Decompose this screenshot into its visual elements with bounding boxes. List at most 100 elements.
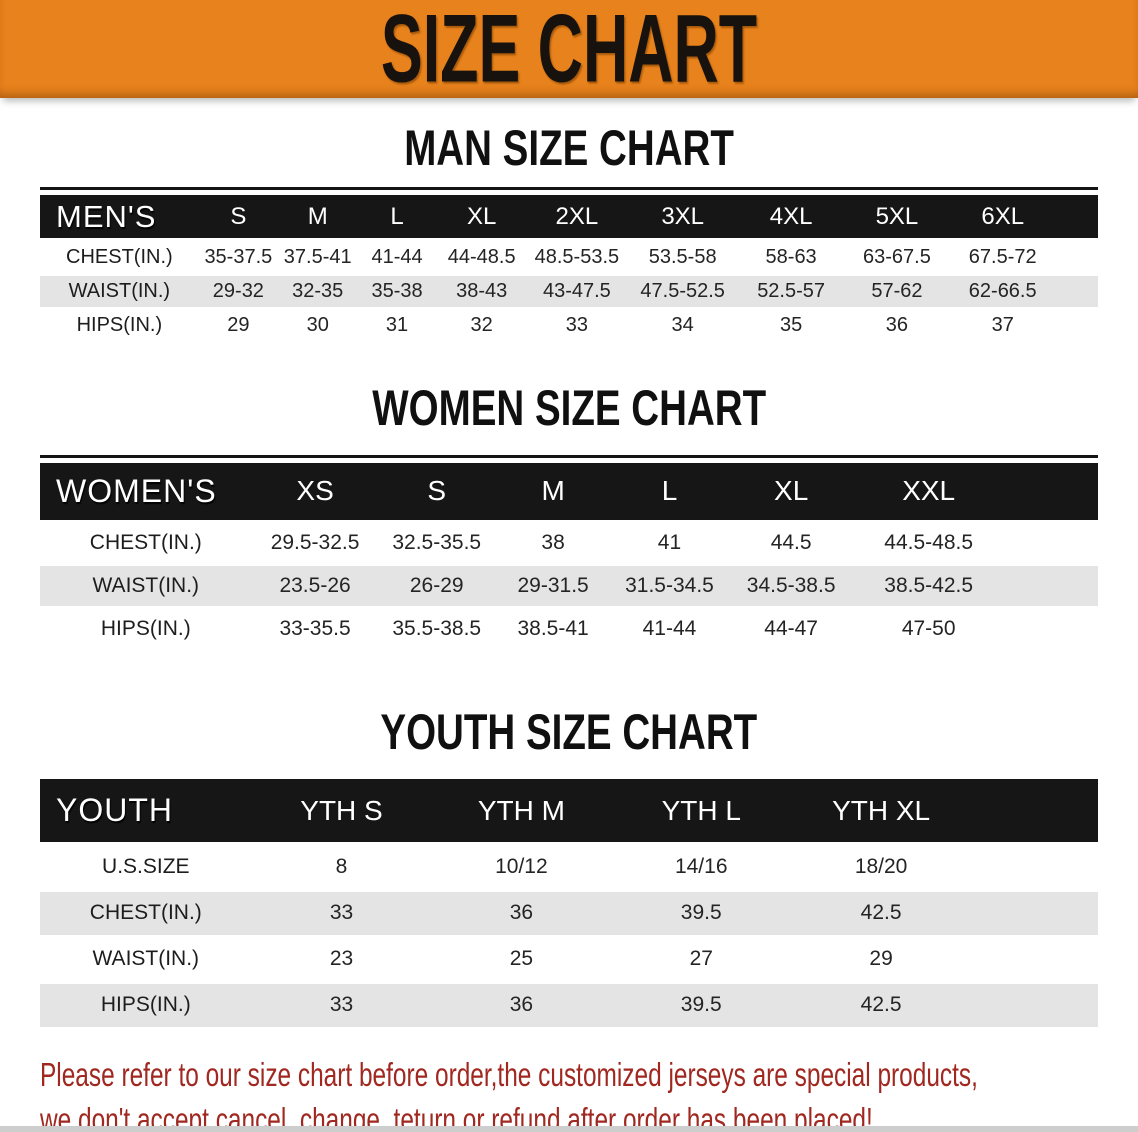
size-cell: 31.5-34.5 (611, 564, 728, 609)
size-cell: 35.5-38.5 (378, 607, 495, 652)
size-cell: 44.5 (727, 521, 855, 566)
size-cell: 37 (949, 308, 1056, 344)
size-cell: 38.5-41 (494, 607, 612, 652)
size-cell: 30 (278, 308, 358, 344)
size-cell: 41 (611, 521, 728, 566)
size-cell: 33 (526, 308, 628, 344)
size-cell: 62-66.5 (949, 274, 1056, 310)
column-header: L (611, 462, 728, 524)
column-header: XS (251, 462, 379, 524)
column-header: 2XL (526, 195, 628, 242)
men-section-title: MAN SIZE CHART (404, 119, 734, 176)
size-cell: 23 (251, 936, 432, 984)
table-row: CHEST(IN.) 35-37.5 37.5-41 41-44 44-48.5 48.5… (40, 240, 1098, 276)
men-size-table: MEN'S S M L XL 2XL 3XL 4XL 5XL 6XL CHEST(IN.) 35-37… (40, 187, 1098, 344)
row-label: CHEST(IN.) (40, 521, 252, 566)
size-cell: 14/16 (611, 844, 792, 892)
table-row: U.S.SIZE 8 10/12 14/16 18/20 (40, 844, 1098, 892)
row-label: CHEST(IN.) (40, 890, 252, 938)
size-cell: 32.5-35.5 (378, 521, 495, 566)
column-header: 5XL (844, 195, 950, 242)
size-chart-banner: SIZE CHART (0, 0, 1138, 98)
size-cell: 63-67.5 (844, 240, 950, 276)
size-cell: 8 (251, 844, 432, 892)
disclaimer-text: Please refer to our size chart before or… (40, 1052, 1138, 1132)
size-cell: 47.5-52.5 (627, 274, 739, 310)
row-label: WAIST(IN.) (40, 274, 199, 310)
size-cell: 44-48.5 (436, 240, 527, 276)
column-header: YTH L (611, 779, 792, 846)
table-header-row: MEN'S S M L XL 2XL 3XL 4XL 5XL 6XL (40, 195, 1098, 242)
size-cell: 33 (251, 890, 432, 938)
table-row: CHEST(IN.) 29.5-32.5 32.5-35.5 38 41 44.5 44.5… (40, 521, 1098, 566)
empty-cell (971, 844, 1098, 892)
size-cell: 34 (627, 308, 739, 344)
women-size-table: WOMEN'S XS S M L XL XXL CHEST(IN.) 29.5-32.5 32.5… (40, 454, 1098, 652)
table-row: HIPS(IN.) 33-35.5 35.5-38.5 38.5-41 41-44 44-… (40, 607, 1098, 652)
row-label: HIPS(IN.) (40, 982, 252, 1030)
size-cell: 39.5 (611, 982, 792, 1030)
size-table: WOMEN'S XS S M L XL XXL CHEST(IN.) 29.5-32.5 32.5… (40, 462, 1098, 652)
size-cell: 32 (436, 308, 527, 344)
row-label: CHEST(IN.) (40, 240, 199, 276)
column-header: 3XL (627, 195, 739, 242)
row-label: WAIST(IN.) (40, 564, 252, 609)
size-cell: 36 (431, 890, 612, 938)
size-cell: 26-29 (378, 564, 495, 609)
size-cell: 36 (844, 308, 950, 344)
youth-section-title: YOUTH SIZE CHART (380, 703, 758, 760)
size-cell: 37.5-41 (278, 240, 358, 276)
column-header: XL (727, 462, 855, 524)
empty-cell (1002, 607, 1098, 652)
size-cell: 23.5-26 (251, 564, 379, 609)
size-cell: 34.5-38.5 (727, 564, 855, 609)
column-header: S (378, 462, 495, 524)
table-row: WAIST(IN.) 23 25 27 29 (40, 936, 1098, 984)
size-cell: 33 (251, 982, 432, 1030)
size-cell: 44.5-48.5 (854, 521, 1003, 566)
row-label: HIPS(IN.) (40, 308, 199, 344)
size-cell: 47-50 (854, 607, 1003, 652)
column-header: L (357, 195, 437, 242)
table-corner-label: YOUTH (40, 779, 252, 846)
table-row: WAIST(IN.) 23.5-26 26-29 29-31.5 31.5-34.5 34… (40, 564, 1098, 609)
table-row: HIPS(IN.) 29 30 31 32 33 34 35 36 37 (40, 308, 1098, 344)
men-size-section: MAN SIZE CHART MEN'S S M L XL 2XL 3XL 4XL 5XL 6XL… (0, 119, 1138, 344)
size-cell: 43-47.5 (526, 274, 628, 310)
table-row: CHEST(IN.) 33 36 39.5 42.5 (40, 890, 1098, 938)
bottom-edge-strip (0, 1126, 1138, 1132)
size-cell: 38-43 (436, 274, 527, 310)
size-table: MEN'S S M L XL 2XL 3XL 4XL 5XL 6XL CHEST(IN.) 35-37… (40, 195, 1098, 344)
size-cell: 35-38 (357, 274, 437, 310)
empty-cell (971, 982, 1098, 1030)
size-cell: 36 (431, 982, 612, 1030)
table-corner-label: WOMEN'S (40, 462, 252, 524)
size-cell: 31 (357, 308, 437, 344)
empty-cell (1055, 308, 1098, 344)
size-cell: 29 (198, 308, 279, 344)
youth-size-table: YOUTH YTH S YTH M YTH L YTH XL U.S.SIZE 8 10/12… (40, 779, 1098, 1030)
size-cell: 38 (494, 521, 612, 566)
size-cell: 29.5-32.5 (251, 521, 379, 566)
size-cell: 58-63 (738, 240, 845, 276)
empty-cell (1055, 274, 1098, 310)
size-table: YOUTH YTH S YTH M YTH L YTH XL U.S.SIZE 8 10/12… (40, 779, 1098, 1030)
disclaimer-line-1: Please refer to our size chart before or… (40, 1055, 978, 1093)
empty-cell (1002, 564, 1098, 609)
size-cell: 41-44 (357, 240, 437, 276)
header-filler (1002, 462, 1098, 524)
empty-cell (1055, 240, 1098, 276)
size-cell: 33-35.5 (251, 607, 379, 652)
empty-cell (971, 890, 1098, 938)
size-cell: 35 (738, 308, 845, 344)
column-header: 6XL (949, 195, 1056, 242)
size-cell: 42.5 (791, 982, 972, 1030)
size-cell: 29 (791, 936, 972, 984)
women-size-section: WOMEN SIZE CHART WOMEN'S XS S M L XL XXL CHEST(… (0, 382, 1138, 652)
size-cell: 42.5 (791, 890, 972, 938)
column-header: XL (436, 195, 527, 242)
row-label: U.S.SIZE (40, 844, 252, 892)
column-header: M (494, 462, 612, 524)
size-cell: 39.5 (611, 890, 792, 938)
size-cell: 52.5-57 (738, 274, 845, 310)
